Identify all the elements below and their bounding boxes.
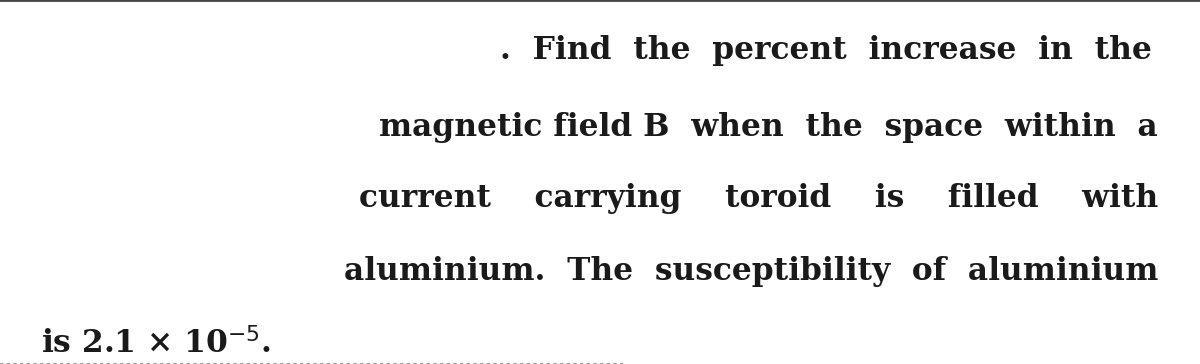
Text: current    carrying    toroid    is    filled    with: current carrying toroid is filled with [359, 183, 1158, 214]
Text: .  Find  the  percent  increase  in  the: . Find the percent increase in the [500, 35, 1152, 67]
Text: is 2.1 × 10$^{-5}$.: is 2.1 × 10$^{-5}$. [41, 328, 271, 360]
Text: magnetic field B  when  the  space  within  a: magnetic field B when the space within a [379, 112, 1158, 143]
Text: aluminium.  The  susceptibility  of  aluminium: aluminium. The susceptibility of alumini… [343, 256, 1158, 287]
